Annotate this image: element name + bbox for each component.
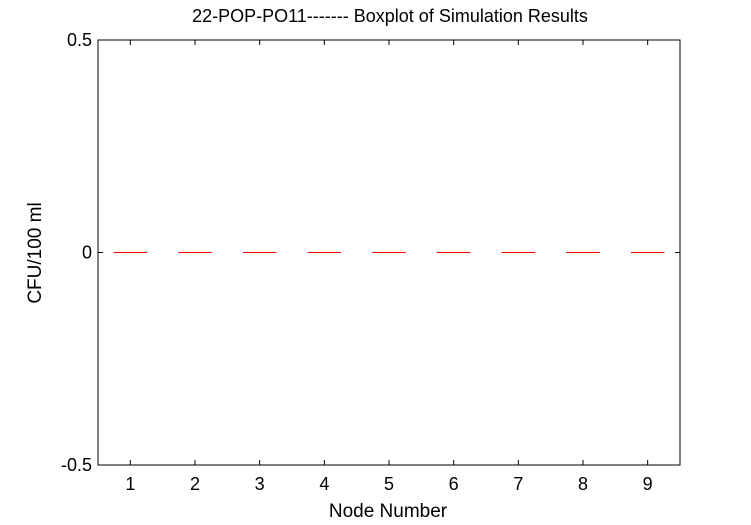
chart-title: 22-POP-PO11------- Boxplot of Simulation…	[192, 6, 588, 26]
x-axis-label: Node Number	[329, 501, 448, 522]
y-axis: -0.5 0 0.5	[61, 30, 680, 475]
x-tick-label: 3	[255, 474, 265, 494]
y-tick-label: 0	[82, 243, 92, 263]
y-axis-label: CFU/100 ml	[25, 202, 46, 303]
x-tick-label: 2	[190, 474, 200, 494]
x-tick-label: 8	[578, 474, 588, 494]
x-tick-label: 6	[449, 474, 459, 494]
x-tick-label: 1	[125, 474, 135, 494]
y-tick-label: 0.5	[67, 30, 92, 50]
x-tick-label: 7	[513, 474, 523, 494]
x-tick-label: 4	[319, 474, 329, 494]
x-tick-label: 9	[643, 474, 653, 494]
x-axis: 1 2 3 4 5 6 7 8 9	[125, 40, 653, 494]
y-tick-label: -0.5	[61, 455, 92, 475]
x-tick-label: 5	[384, 474, 394, 494]
